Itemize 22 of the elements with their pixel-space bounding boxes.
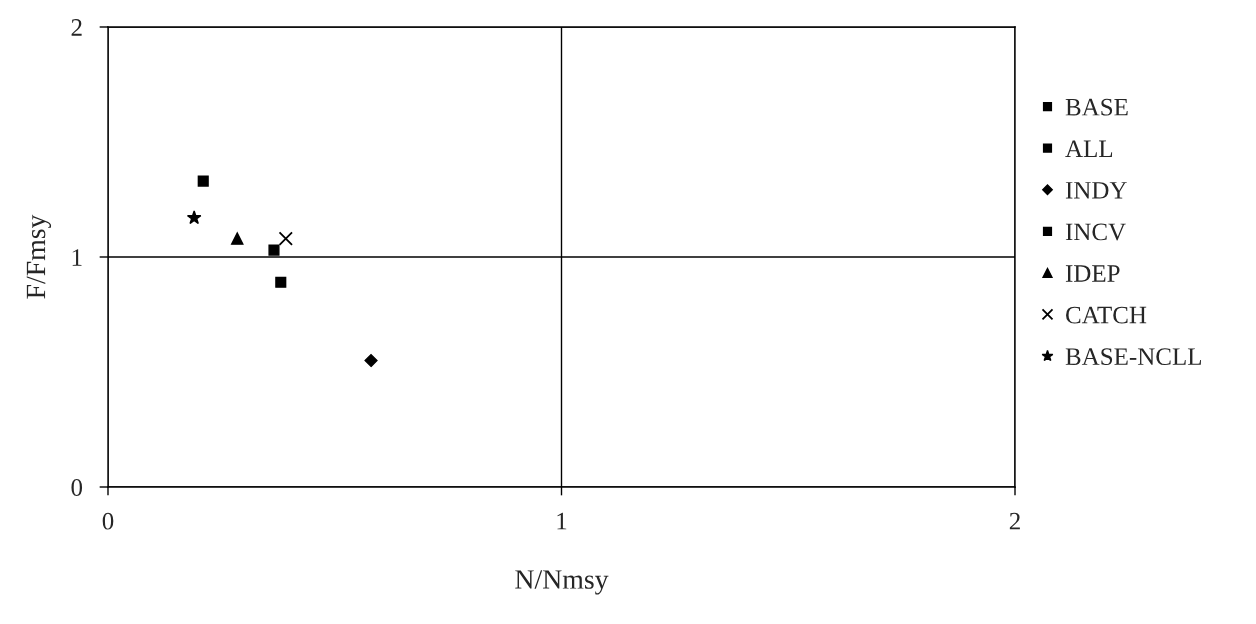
x-axis-title: N/Nmsy: [515, 570, 609, 595]
x-tick-label: 2: [1009, 512, 1020, 530]
x-tick-label: 0: [102, 512, 114, 530]
legend-label: INDY: [1065, 182, 1127, 199]
legend-label: BASE-NCLL: [1065, 348, 1201, 366]
legend-label: ALL: [1065, 140, 1113, 157]
point: [186, 210, 202, 225]
point: [268, 244, 280, 256]
point: [275, 276, 287, 288]
legend-label: IDEP: [1065, 265, 1120, 282]
x-tick-label: 1: [557, 512, 567, 530]
point: [364, 353, 378, 368]
legend-label: BASE: [1065, 98, 1128, 116]
point: [278, 231, 293, 246]
y-tick-label: 0: [71, 479, 83, 496]
y-tick-label: 1: [72, 249, 82, 266]
legend-label: CATCH: [1066, 306, 1147, 324]
legend-label: INCV: [1065, 223, 1126, 241]
y-axis-title: F/Fmsy: [26, 214, 52, 299]
y-tick-label: 2: [71, 19, 82, 36]
point: [230, 232, 244, 245]
point: [197, 175, 209, 187]
